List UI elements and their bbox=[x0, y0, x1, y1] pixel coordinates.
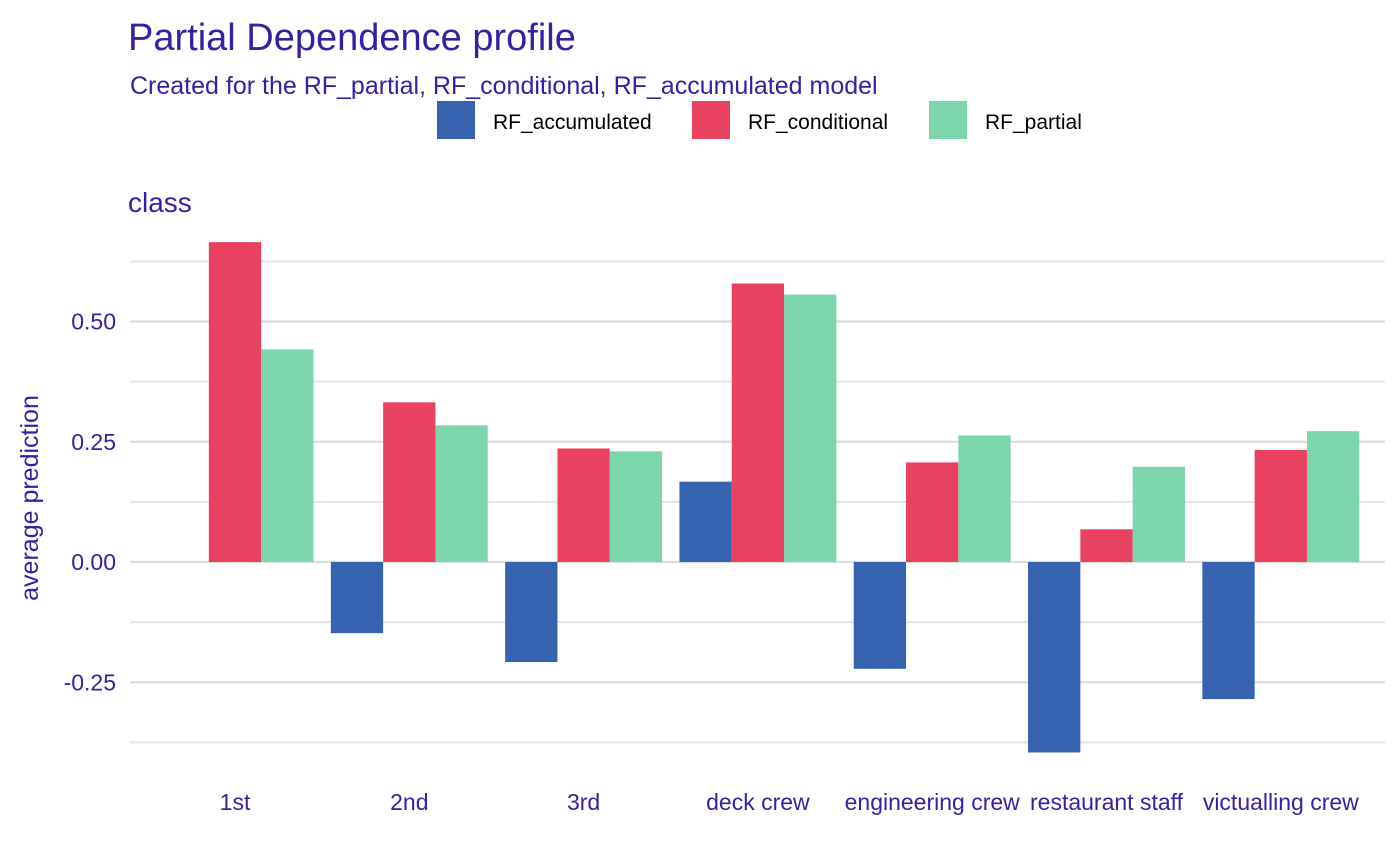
y-axis-title: average prediction bbox=[16, 395, 44, 601]
y-tick-label: 0.50 bbox=[71, 309, 116, 335]
bar-RF_accumulated-deck-crew bbox=[679, 481, 732, 562]
bar-RF_conditional-1st bbox=[208, 242, 262, 562]
x-tick-label: engineering crew bbox=[845, 789, 1021, 815]
legend-label-RF_partial: RF_partial bbox=[985, 111, 1082, 134]
legend-swatch-RF_accumulated bbox=[437, 101, 475, 139]
x-tick-label: deck crew bbox=[706, 789, 810, 815]
bar-RF_partial-3rd bbox=[609, 451, 663, 562]
x-tick-label: 1st bbox=[220, 789, 251, 815]
bar-RF_conditional-restaurant-staff bbox=[1080, 529, 1133, 562]
panel-label: class bbox=[128, 187, 192, 218]
y-tick-label: 0.00 bbox=[71, 549, 116, 575]
y-tick-label: -0.25 bbox=[64, 669, 116, 695]
y-axis-ticks: -0.25 0.00 0.25 0.50 bbox=[64, 309, 116, 696]
x-tick-label: victualling crew bbox=[1203, 789, 1359, 815]
chart-title: Partial Dependence profile bbox=[128, 17, 576, 59]
bar-RF_partial-2nd bbox=[435, 425, 488, 562]
legend-swatch-RF_partial bbox=[929, 101, 967, 139]
x-axis-ticks: 1st 2nd 3rd deck crew engineering crew restau… bbox=[220, 789, 1360, 815]
bar-RF_accumulated-restaurant-staff bbox=[1028, 562, 1081, 753]
bar-RF_partial-victualling-crew bbox=[1306, 431, 1360, 562]
bars bbox=[208, 242, 1360, 753]
legend-label-RF_conditional: RF_conditional bbox=[748, 111, 888, 134]
bar-RF_partial-restaurant-staff bbox=[1132, 466, 1185, 562]
legend-swatch-RF_conditional bbox=[692, 101, 730, 139]
bar-RF_conditional-engineering-crew bbox=[906, 462, 959, 562]
bar-RF_conditional-3rd bbox=[557, 448, 610, 562]
bar-RF_partial-deck-crew bbox=[784, 294, 837, 562]
legend: RF_accumulated RF_conditional RF_partial bbox=[437, 101, 1082, 139]
bar-RF_conditional-2nd bbox=[383, 402, 436, 562]
chart-subtitle: Created for the RF_partial, RF_condition… bbox=[130, 72, 878, 100]
bar-RF_accumulated-victualling-crew bbox=[1202, 562, 1255, 700]
x-tick-label: 2nd bbox=[390, 789, 428, 815]
bar-RF_accumulated-2nd bbox=[330, 562, 384, 634]
bar-RF_conditional-deck-crew bbox=[731, 283, 785, 562]
y-tick-label: 0.25 bbox=[71, 429, 116, 455]
bar-RF_partial-1st bbox=[261, 349, 314, 562]
bar-RF_accumulated-engineering-crew bbox=[853, 562, 907, 669]
x-tick-label: restaurant staff bbox=[1030, 789, 1184, 815]
x-tick-label: 3rd bbox=[567, 789, 600, 815]
legend-label-RF_accumulated: RF_accumulated bbox=[493, 111, 652, 134]
bar-RF_conditional-victualling-crew bbox=[1254, 449, 1307, 562]
bar-RF_accumulated-3rd bbox=[505, 562, 558, 663]
bar-RF_partial-engineering-crew bbox=[958, 435, 1011, 562]
